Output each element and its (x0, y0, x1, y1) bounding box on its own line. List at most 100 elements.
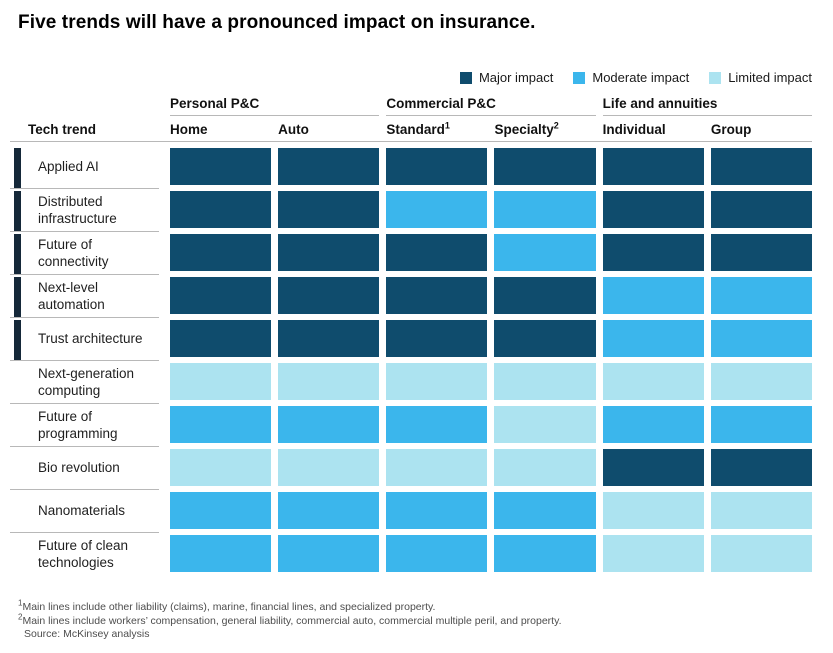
impact-cell-major (278, 148, 380, 185)
legend-label-moderate: Moderate impact (592, 70, 690, 85)
trend-label-cell: Bio revolution (10, 449, 163, 490)
impact-cell-moderate (602, 406, 704, 443)
column-header-label: Specialty (494, 122, 554, 137)
impact-cell-limited (278, 363, 380, 400)
trend-label-cell: Future of clean technologies (10, 535, 163, 572)
impact-cell-major (710, 148, 812, 185)
impact-cell-major (386, 320, 488, 357)
column-header-home: Home (170, 122, 271, 137)
trend-label-cell: Next-level automation (10, 277, 163, 318)
row-separator-line (10, 274, 159, 275)
legend-label-major: Major impact (478, 70, 554, 85)
impact-cell-moderate (494, 234, 596, 271)
trend-label: Future of connectivity (38, 236, 109, 269)
legend-item-major: Major impact (459, 70, 554, 85)
footnote-text: Main lines include other liability (clai… (22, 601, 436, 613)
major-impact-swatch (459, 71, 472, 84)
impact-cell-moderate (278, 535, 380, 572)
impact-cell-limited (494, 449, 596, 486)
impact-cell-limited (494, 406, 596, 443)
impact-cell-moderate (386, 492, 488, 529)
row-separator-line (10, 403, 159, 404)
row-separator-line (10, 360, 159, 361)
group-row-spacer (10, 96, 163, 116)
row-separator-line (10, 489, 159, 490)
column-header-row: Tech trend Home Auto Standard1 Specialty2 In… (10, 116, 812, 142)
impact-cell-limited (602, 535, 704, 572)
row-separator-line (10, 188, 159, 189)
column-group-2: Life and annuities (602, 96, 812, 116)
impact-cell-moderate (386, 191, 488, 228)
trend-label: Trust architecture (38, 331, 143, 346)
column-header-tech-trend: Tech trend (28, 122, 97, 137)
impact-cell-major (170, 277, 272, 314)
legend-label-limited: Limited impact (728, 70, 812, 85)
trend-highlight-bar (14, 148, 21, 188)
footnote-line: Source: McKinsey analysis (18, 628, 562, 642)
trend-label: Future of clean technologies (38, 537, 129, 570)
exhibit-title: Five trends will have a pronounced impac… (18, 12, 536, 33)
trend-label-cell: Future of programming (10, 406, 163, 447)
impact-cell-moderate (278, 492, 380, 529)
trend-label: Nanomaterials (38, 503, 126, 518)
impact-cell-moderate (602, 277, 704, 314)
impact-cell-major (494, 320, 596, 357)
column-header-specialty: Specialty2 (494, 120, 595, 137)
impact-cell-limited (602, 492, 704, 529)
impact-cell-limited (494, 363, 596, 400)
row-separator-line (10, 231, 159, 232)
column-header-standard: Standard1 (386, 121, 487, 137)
impact-legend: Major impact Moderate impact Limited impac… (459, 70, 812, 85)
impact-cell-moderate (278, 406, 380, 443)
trend-label-cell: Next-generation computing (10, 363, 163, 404)
impact-cell-major (494, 277, 596, 314)
impact-cell-moderate (710, 277, 812, 314)
row-separator-line (10, 532, 159, 533)
impact-cell-major (278, 234, 380, 271)
impact-cell-limited (386, 363, 488, 400)
column-header-label: Home (170, 122, 208, 137)
impact-table: Personal P&C Commercial P&C Life and annui… (10, 96, 812, 572)
column-header-label: Auto (278, 122, 309, 137)
impact-cell-major (170, 148, 272, 185)
impact-cell-moderate (170, 406, 272, 443)
impact-cell-major (602, 148, 704, 185)
trend-highlight-bar (14, 277, 21, 317)
impact-cell-major (386, 234, 488, 271)
trend-label: Bio revolution (38, 460, 120, 475)
impact-cell-moderate (710, 406, 812, 443)
trend-label-cell: Nanomaterials (10, 492, 163, 533)
row-separator-line (10, 446, 159, 447)
impact-cell-major (710, 449, 812, 486)
moderate-impact-swatch (573, 71, 586, 84)
row-separator-line (10, 317, 159, 318)
trend-label-cell: Applied AI (10, 148, 163, 189)
impact-cell-moderate (494, 535, 596, 572)
trend-label: Applied AI (38, 159, 99, 174)
impact-cell-major (170, 234, 272, 271)
impact-cell-major (278, 320, 380, 357)
column-header-group: Group (711, 122, 812, 137)
trend-label-cell: Future of connectivity (10, 234, 163, 275)
impact-cell-limited (386, 449, 488, 486)
trend-highlight-bar (14, 234, 21, 274)
column-group-header-row: Personal P&C Commercial P&C Life and annui… (10, 96, 812, 116)
impact-cell-major (278, 191, 380, 228)
impact-cell-limited (170, 449, 272, 486)
limited-impact-swatch (709, 71, 722, 84)
trend-label: Next-generation computing (38, 365, 135, 398)
impact-cell-major (386, 148, 488, 185)
impact-cell-moderate (170, 492, 272, 529)
impact-cell-limited (602, 363, 704, 400)
impact-cell-major (170, 191, 272, 228)
impact-grid-body: Applied AI Distributed infrastructure Futu… (10, 148, 812, 572)
impact-cell-major (278, 277, 380, 314)
impact-cell-moderate (710, 320, 812, 357)
impact-cell-moderate (386, 406, 488, 443)
column-header-individual: Individual (603, 122, 704, 137)
impact-cell-moderate (170, 535, 272, 572)
footnote-text: Main lines include workers’ compensation… (22, 614, 562, 627)
footnote-marker-2: 2 (553, 120, 559, 131)
impact-cell-moderate (494, 492, 596, 529)
